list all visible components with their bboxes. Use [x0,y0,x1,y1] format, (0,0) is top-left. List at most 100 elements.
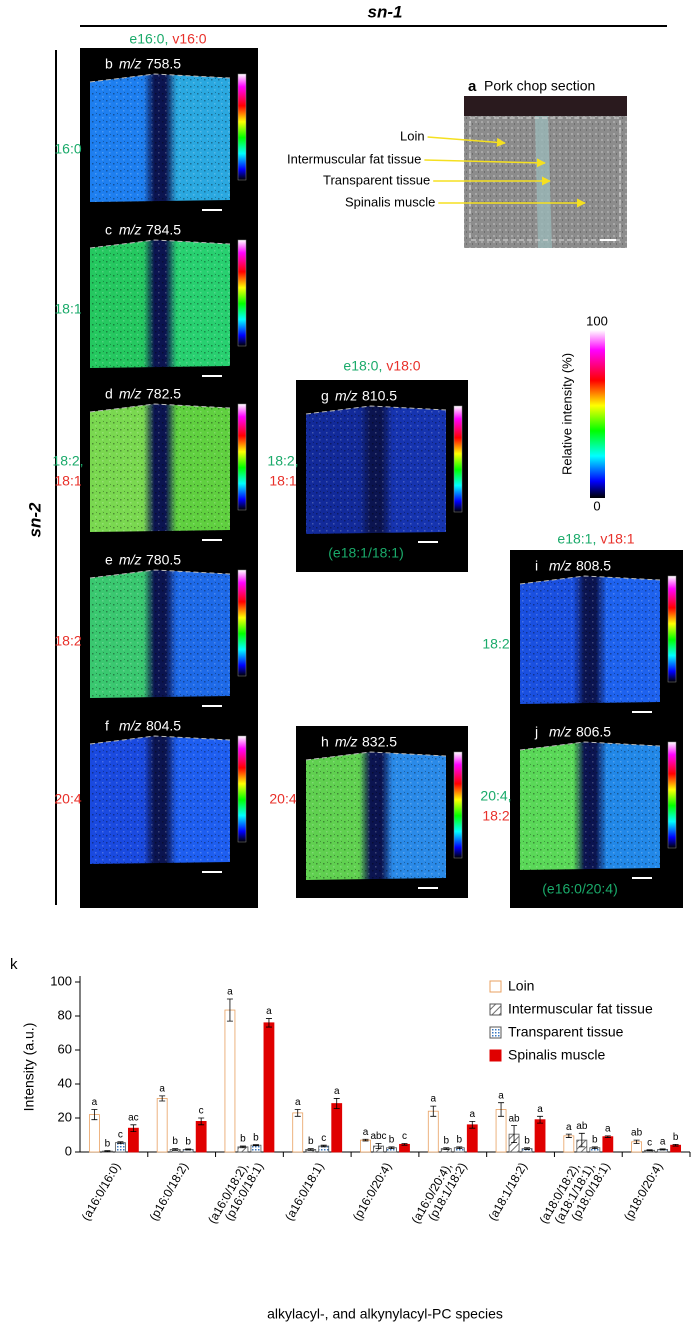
colorbar-max: 100 [586,313,608,328]
error-bar [591,1146,598,1149]
error-bar [511,1125,518,1144]
panel-note: (e18:1/18:1) [328,545,404,561]
msi-texture [90,240,230,368]
mz-label: m/z [119,386,142,402]
significance-letter: b [308,1136,314,1147]
significance-letter: b [592,1135,598,1146]
mz-value: 780.5 [146,552,181,568]
mz-label: m/z [335,388,358,404]
significance-letter: abc [370,1131,386,1142]
error-bar [498,1102,505,1117]
significance-letter: b [673,1132,679,1143]
significance-letter: b [185,1137,191,1148]
msi-outline [519,575,661,585]
legend-label: Intermuscular fat tissue [508,1001,653,1017]
significance-letter: a [469,1109,475,1120]
significance-letter: b [456,1135,462,1146]
msi-outline [89,403,231,413]
msi-outline [305,751,447,761]
error-bar [388,1146,395,1149]
error-bar [159,1095,166,1102]
significance-letter: ac [128,1112,139,1123]
panel-letter: a [468,78,477,95]
error-bar [524,1147,531,1150]
legend-swatch [489,1049,502,1062]
msi-texture [520,576,660,704]
species-label: 20:4, [480,788,511,804]
error-bar [646,1149,653,1152]
y-tick-label: 80 [58,1007,72,1022]
bar [466,1124,478,1153]
significance-letter: a [159,1084,165,1095]
mz-value: 804.5 [146,718,181,734]
panel-colorbar [237,569,247,677]
panel-colorbar [453,751,463,859]
bar [195,1121,207,1153]
msi-texture [90,570,230,698]
species-label: 20:4 [54,791,81,807]
column-header: v18:1 [600,531,634,547]
bar [114,1142,126,1153]
species-label: 18:1 [54,301,81,317]
significance-letter: ab [631,1128,643,1139]
bar [88,1114,100,1153]
panel-colorbar [237,73,247,181]
error-bar [226,998,233,1022]
sn1-label: sn-1 [368,2,403,21]
x-tick-label: (a18:1/18:2) [485,1160,529,1223]
y-tick-label: 100 [50,973,72,988]
mz-label: m/z [119,718,142,734]
colorbar-min: 0 [593,498,600,513]
mz-value: 810.5 [362,388,397,404]
arrow [424,158,546,168]
species-label: 16:0 [54,141,81,157]
species-label: 18:2, [267,453,298,469]
sn2-label: sn-2 [25,502,44,538]
significance-letter: a [430,1094,436,1105]
significance-letter: a [363,1127,369,1138]
x-tick-label: (a16:0/16:0) [79,1160,123,1223]
section-outline [469,117,621,241]
msi-outline [89,735,231,745]
significance-letter: a [537,1104,543,1115]
mz-value: 784.5 [146,222,181,238]
significance-letter: ab [576,1121,588,1132]
msi-outline [305,405,447,415]
mz-value: 832.5 [362,734,397,750]
error-bar [659,1148,666,1151]
bar [534,1119,546,1153]
error-bar [198,1117,205,1126]
mz-value: 806.5 [576,724,611,740]
species-label: 18:2, [52,453,83,469]
mz-label: m/z [119,222,142,238]
panel-letter: j [534,724,538,740]
section-title: Pork chop section [484,78,595,94]
error-bar [265,1018,272,1028]
msi-texture [520,742,660,870]
significance-letter: b [105,1138,111,1149]
significance-letter: c [199,1106,204,1117]
panel-colorbar [667,575,677,683]
bar [156,1098,168,1153]
bar [224,1009,236,1153]
species-label: 18:2 [482,636,509,652]
panel-letter: i [535,558,538,574]
error-bar [117,1141,124,1144]
mz-value: 808.5 [576,558,611,574]
mz-value: 758.5 [146,56,181,72]
msi-outline [89,73,231,83]
msi-outline [89,239,231,249]
bar [360,1139,371,1153]
error-bar [578,1132,585,1148]
error-bar [672,1143,679,1147]
section-label: Loin [400,128,425,143]
species-label: 18:1 [269,473,296,489]
significance-letter: b [443,1135,449,1146]
column-header: e16:0, [129,31,168,47]
significance-letter: a [92,1097,98,1108]
arrow [427,136,506,147]
msi-texture [90,74,230,202]
colorbar [590,330,605,498]
significance-letter: a [566,1122,572,1133]
